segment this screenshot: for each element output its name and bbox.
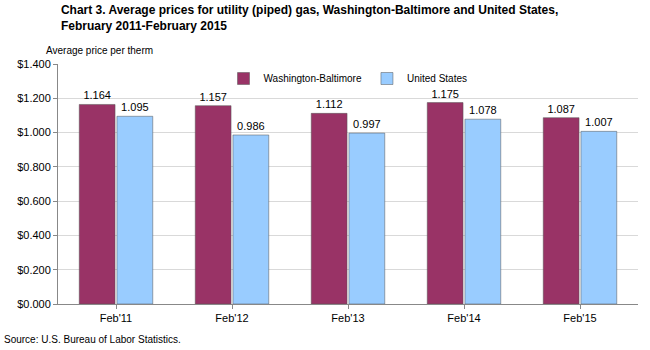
- svg-text:$0.200: $0.200: [17, 264, 51, 276]
- svg-text:Source: U.S. Bureau of Labor S: Source: U.S. Bureau of Labor Statistics.: [4, 334, 181, 345]
- svg-text:1.087: 1.087: [547, 103, 575, 115]
- svg-text:1.175: 1.175: [431, 88, 459, 100]
- svg-text:Chart 3. Average prices for ut: Chart 3. Average prices for utility (pip…: [61, 3, 558, 33]
- svg-text:$1.000: $1.000: [17, 126, 51, 138]
- svg-text:1.157: 1.157: [199, 91, 227, 103]
- svg-text:1.078: 1.078: [469, 104, 497, 116]
- svg-text:$1.200: $1.200: [17, 92, 51, 104]
- svg-text:Feb'11: Feb'11: [100, 312, 132, 324]
- svg-text:1.007: 1.007: [585, 116, 613, 128]
- svg-text:United States: United States: [407, 73, 467, 84]
- svg-text:$0.000: $0.000: [17, 298, 51, 310]
- svg-text:1.095: 1.095: [121, 101, 149, 113]
- svg-text:Washington-Baltimore: Washington-Baltimore: [264, 73, 362, 84]
- svg-text:Average price per therm: Average price per therm: [46, 45, 153, 56]
- svg-text:Feb'12: Feb'12: [215, 312, 248, 324]
- svg-text:$0.400: $0.400: [17, 229, 51, 241]
- svg-text:1.112: 1.112: [316, 98, 343, 110]
- svg-text:0.986: 0.986: [237, 120, 265, 132]
- svg-text:$1.400: $1.400: [17, 58, 51, 70]
- svg-text:$0.800: $0.800: [17, 161, 51, 173]
- svg-text:Feb'14: Feb'14: [447, 312, 480, 324]
- svg-text:Feb'15: Feb'15: [563, 312, 596, 324]
- svg-text:1.164: 1.164: [83, 89, 111, 101]
- svg-text:$0.600: $0.600: [17, 195, 51, 207]
- svg-text:Feb'13: Feb'13: [331, 312, 364, 324]
- svg-text:0.997: 0.997: [353, 118, 381, 130]
